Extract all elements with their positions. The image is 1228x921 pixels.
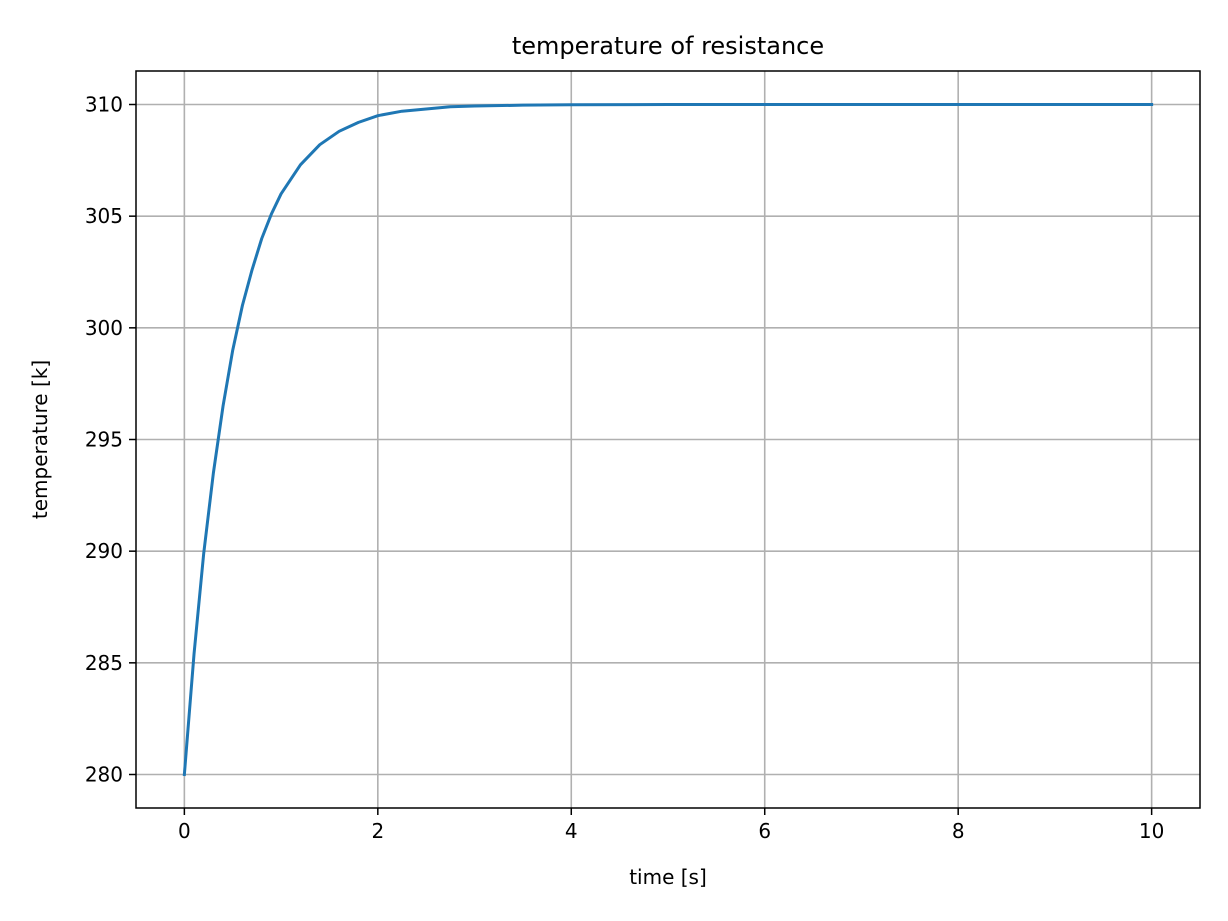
y-tick-label: 295: [85, 428, 123, 452]
x-tick-label: 10: [1139, 819, 1164, 843]
x-axis-label: time [s]: [629, 865, 707, 889]
series-line: [182, 103, 1154, 777]
y-tick-label: 305: [85, 204, 123, 228]
y-axis-label: temperature [k]: [28, 360, 52, 519]
x-tick-label: 2: [371, 819, 384, 843]
y-tick-label: 290: [85, 539, 123, 563]
y-tick-label: 280: [85, 763, 123, 787]
y-tick-label: 285: [85, 651, 123, 675]
grid: [136, 71, 1200, 808]
x-tick-label: 6: [758, 819, 771, 843]
y-tick-label: 310: [85, 93, 123, 117]
y-tick-label: 300: [85, 316, 123, 340]
x-tick-label: 4: [565, 819, 578, 843]
ticks: 0 2 4 6 8 10 280 285 290 295 300 305 310: [85, 93, 1165, 844]
x-tick-label: 0: [178, 819, 191, 843]
x-tick-label: 8: [952, 819, 965, 843]
series-layer: [182, 103, 1154, 777]
chart-title: temperature of resistance: [512, 32, 824, 60]
